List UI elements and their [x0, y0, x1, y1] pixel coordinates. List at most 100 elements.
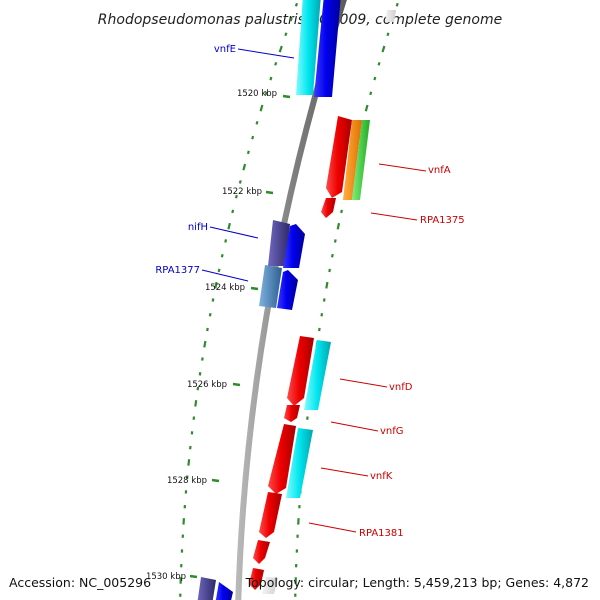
- scale-tick: [211, 478, 220, 483]
- accession-text: Accession: NC_005296: [9, 575, 151, 590]
- gene-feature-green[interactable]: [352, 120, 370, 200]
- gene-feature-cyan[interactable]: [296, 0, 321, 95]
- outer-ring-dash: [325, 281, 329, 289]
- scale-tick: [189, 574, 198, 579]
- gene-feature-vnfK[interactable]: [286, 428, 313, 498]
- outer-ring-dash: [369, 91, 373, 96]
- outer-ring-dash: [331, 253, 334, 258]
- gene-feature-blue-bottom[interactable]: [215, 582, 233, 600]
- inner-ring-dash: [196, 386, 200, 391]
- scale-tick: [282, 94, 291, 99]
- inner-ring-dash: [242, 163, 247, 171]
- inner-ring-dash: [234, 194, 238, 199]
- inner-ring-dash: [194, 400, 198, 407]
- outer-ring-dash: [395, 2, 399, 7]
- inner-ring-dash: [198, 372, 202, 376]
- outer-ring-dash: [386, 32, 390, 37]
- inner-ring-dash: [220, 253, 224, 258]
- leader-line-nifH: [209, 226, 259, 239]
- gene-feature-gray: [385, 10, 396, 22]
- leader-line-RPA1375: [370, 212, 418, 221]
- inner-ring-dash: [289, 17, 293, 22]
- leader-line-RPA1377: [201, 269, 249, 282]
- inner-ring-dash: [264, 91, 268, 96]
- inner-ring-dash: [208, 312, 212, 317]
- gene-feature-blue-small[interactable]: [277, 270, 298, 310]
- leader-line-vnfG: [330, 421, 379, 432]
- gene-feature-nifH[interactable]: [283, 224, 305, 268]
- gene-labels: vnfE nifH RPA1377 vnfA RPA1375 vnfD vnfG…: [155, 44, 464, 539]
- scale-tick-label: 1522 kbp: [222, 187, 262, 197]
- inner-ring-dash: [211, 298, 215, 302]
- outer-ring-dash: [322, 298, 326, 302]
- inner-ring-dash: [187, 459, 191, 466]
- scale-tick-label: 1526 kbp: [187, 380, 227, 390]
- gene-feature-vnfE[interactable]: [314, 0, 341, 97]
- gene-label-RPA1377[interactable]: RPA1377: [155, 265, 200, 276]
- inner-ring-dash: [278, 45, 283, 53]
- outer-ring-dash: [377, 61, 381, 66]
- scale-tick-label: 1520 kbp: [237, 89, 277, 99]
- gene-feature-vnfD[interactable]: [287, 336, 314, 406]
- gene-label-vnfG[interactable]: vnfG: [380, 426, 404, 437]
- inner-ring-dash: [201, 357, 204, 361]
- gene-label-vnfE[interactable]: vnfE: [214, 44, 236, 55]
- map-title: Rhodopseudomonas palustris CGA009, compl…: [98, 12, 502, 28]
- inner-ring-dash: [214, 281, 218, 289]
- gene-feature-red-a[interactable]: [268, 424, 296, 494]
- scale-tick-label: 1524 kbp: [205, 283, 245, 293]
- inner-ring-dash: [246, 150, 250, 155]
- inner-ring-dash: [259, 104, 264, 112]
- topology-text: Topology: circular; Length: 5,459,213 bp…: [245, 575, 589, 590]
- inner-ring-dash: [269, 76, 273, 81]
- inner-ring-dash: [255, 120, 259, 125]
- gene-feature-cyan-vnfD[interactable]: [304, 340, 331, 410]
- gene-feature-navy[interactable]: [268, 220, 290, 266]
- leader-line-vnfD: [339, 378, 388, 388]
- scale-tick: [250, 286, 259, 291]
- gene-feature-RPA1377[interactable]: [259, 265, 282, 308]
- leader-line-vnfK: [320, 467, 369, 477]
- gene-feature-red-bottom[interactable]: [249, 568, 264, 590]
- gene-label-vnfK[interactable]: vnfK: [370, 471, 393, 482]
- inner-ring-dash: [274, 61, 278, 66]
- outer-ring-dash: [336, 222, 341, 230]
- gene-label-nifH[interactable]: nifH: [188, 222, 208, 233]
- gene-feature-RPA1375[interactable]: [321, 198, 336, 218]
- outer-ring-dash: [373, 76, 377, 81]
- gene-label-RPA1381[interactable]: RPA1381: [359, 528, 404, 539]
- outer-ring-dash: [318, 327, 321, 332]
- gene-feature-vnfG[interactable]: [284, 405, 300, 422]
- outer-ring-dash: [364, 104, 369, 112]
- inner-ring-dash: [284, 32, 288, 37]
- outer-ring-dash: [333, 239, 337, 243]
- inner-ring-dash: [224, 239, 228, 243]
- gene-feature-orange[interactable]: [343, 120, 362, 200]
- outer-ring-dash: [340, 209, 343, 214]
- scale-tick-label: 1528 kbp: [167, 476, 207, 486]
- leader-line-vnfA: [378, 163, 427, 172]
- leader-line-vnfE: [237, 48, 295, 59]
- leader-line-RPA1381: [308, 522, 357, 533]
- gene-feature-gray-bottom: [262, 577, 278, 594]
- gene-feature-navy-bottom[interactable]: [197, 577, 216, 600]
- gene-label-vnfD[interactable]: vnfD: [389, 382, 413, 393]
- gene-features: [197, 0, 396, 600]
- outer-ring-dash: [328, 268, 331, 273]
- scale-tick-label: 1530 kbp: [146, 572, 186, 582]
- outer-ring-dash: [320, 313, 324, 317]
- gene-label-RPA1375[interactable]: RPA1375: [420, 215, 465, 226]
- inner-ring-dash: [294, 2, 299, 7]
- scale-tick: [265, 190, 274, 195]
- gene-feature-red-b[interactable]: [259, 492, 282, 538]
- outer-ring-dash: [381, 45, 386, 53]
- inner-ring-dash: [227, 222, 231, 230]
- gene-feature-vnfA[interactable]: [326, 116, 352, 198]
- inner-ring-dash: [217, 268, 221, 273]
- gene-label-vnfA[interactable]: vnfA: [428, 165, 451, 176]
- inner-ring-dash: [231, 209, 235, 214]
- gene-feature-RPA1381[interactable]: [253, 540, 270, 564]
- inner-ring-dash: [206, 327, 209, 332]
